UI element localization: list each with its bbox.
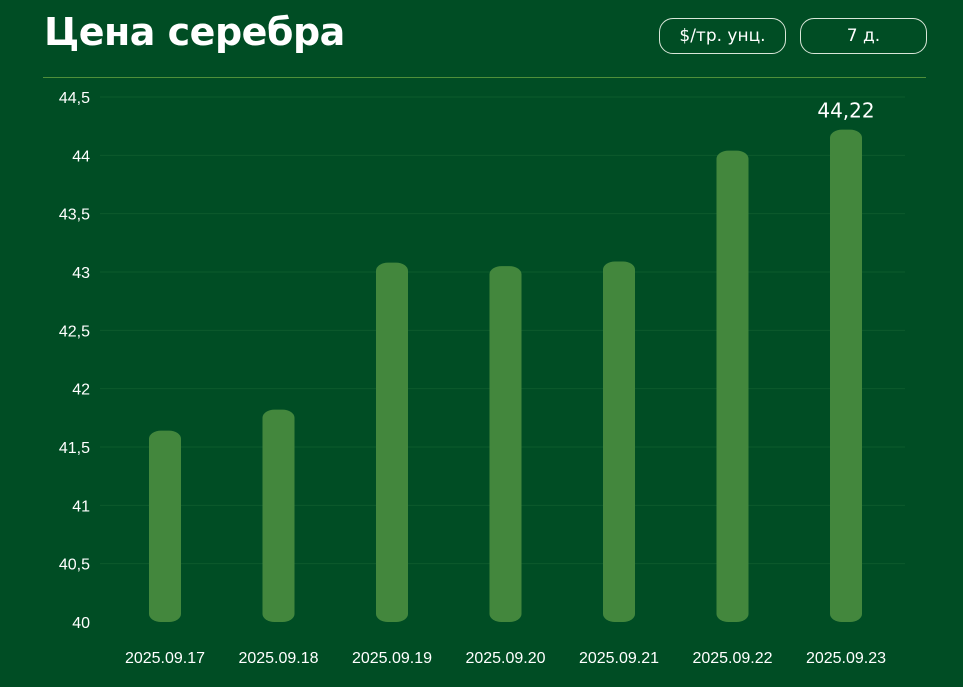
bar <box>830 129 862 622</box>
y-tick-label: 43 <box>72 265 90 282</box>
header-divider <box>43 77 926 78</box>
x-tick-label: 2025.09.22 <box>692 650 772 667</box>
bar <box>262 409 295 622</box>
bar <box>149 430 181 622</box>
y-tick-label: 41 <box>72 498 90 515</box>
bar <box>716 150 749 622</box>
y-tick-label: 43,5 <box>59 207 90 224</box>
y-tick-label: 44 <box>72 148 90 165</box>
x-tick-label: 2025.09.17 <box>125 650 205 667</box>
bar <box>603 261 635 622</box>
x-tick-label: 2025.09.19 <box>352 650 432 667</box>
period-button[interactable]: 7 д. <box>800 18 927 54</box>
y-tick-label: 42,5 <box>59 323 90 340</box>
x-tick-label: 2025.09.21 <box>579 650 659 667</box>
y-tick-label: 40 <box>72 615 90 632</box>
x-tick-label: 2025.09.23 <box>806 650 886 667</box>
unit-button[interactable]: $/тр. унц. <box>659 18 786 54</box>
y-tick-label: 42 <box>72 382 90 399</box>
data-label: 44,22 <box>817 99 874 123</box>
y-tick-label: 40,5 <box>59 557 90 574</box>
y-tick-label: 41,5 <box>59 440 90 457</box>
bar <box>376 262 408 622</box>
x-tick-label: 2025.09.20 <box>465 650 545 667</box>
x-tick-label: 2025.09.18 <box>238 650 318 667</box>
bar <box>489 266 522 622</box>
page-title: Цена серебра <box>44 10 345 54</box>
y-tick-label: 44,5 <box>59 90 90 107</box>
